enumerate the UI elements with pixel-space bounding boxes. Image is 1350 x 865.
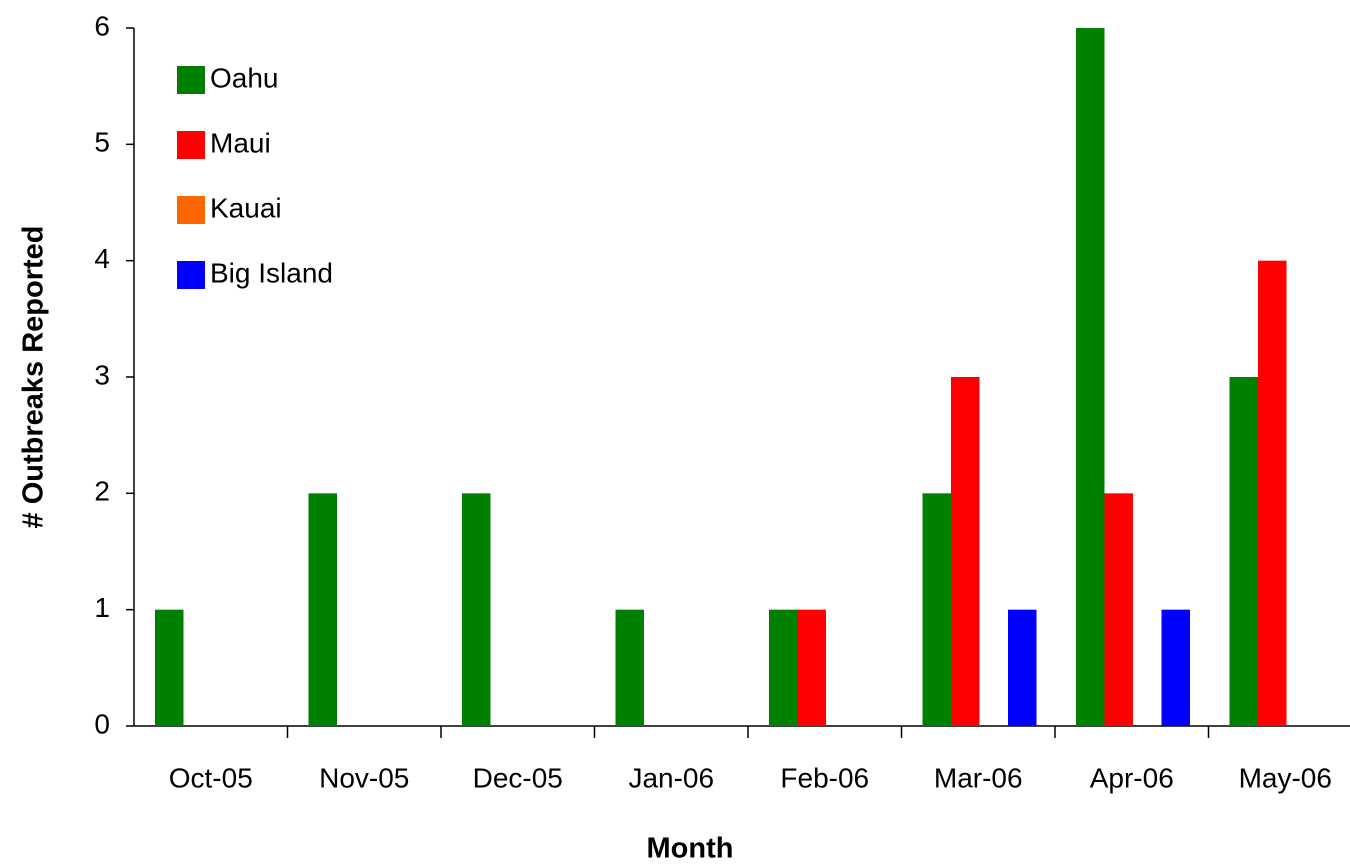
y-tick-label: 0 (94, 708, 110, 739)
x-tick-label: Apr-06 (1090, 762, 1174, 793)
bar (1229, 377, 1258, 726)
bar (922, 493, 951, 726)
bar (1008, 609, 1037, 726)
bar (462, 493, 491, 726)
legend-swatch (177, 131, 205, 159)
bar (769, 609, 798, 726)
legend-label: Maui (210, 127, 271, 158)
bar (1076, 28, 1105, 726)
legend-label: Oahu (210, 62, 279, 93)
legend-swatch (177, 196, 205, 224)
y-tick-label: 4 (94, 243, 110, 274)
bar (155, 609, 184, 726)
x-tick-label: May-06 (1239, 762, 1332, 793)
y-tick-label: 6 (94, 10, 110, 41)
x-tick-label: Mar-06 (934, 762, 1023, 793)
x-tick-label: Jan-06 (628, 762, 714, 793)
x-axis-label: Month (647, 833, 734, 865)
bar (1258, 260, 1287, 726)
legend-swatch (177, 66, 205, 94)
y-tick-label: 5 (94, 127, 110, 158)
bar (308, 493, 337, 726)
x-tick-label: Feb-06 (780, 762, 869, 793)
legend-label: Kauai (210, 192, 282, 223)
x-tick-label: Oct-05 (169, 762, 253, 793)
bar (1161, 609, 1190, 726)
bar (951, 377, 980, 726)
y-tick-label: 2 (94, 476, 110, 507)
legend-swatch (177, 261, 205, 289)
bar (1104, 493, 1133, 726)
bar (797, 609, 826, 726)
bar (615, 609, 644, 726)
y-axis-label: # Outbreaks Reported (18, 226, 50, 529)
legend-label: Big Island (210, 257, 333, 288)
x-tick-label: Nov-05 (319, 762, 409, 793)
x-tick-label: Dec-05 (473, 762, 563, 793)
y-tick-label: 3 (94, 359, 110, 390)
y-tick-label: 1 (94, 592, 110, 623)
